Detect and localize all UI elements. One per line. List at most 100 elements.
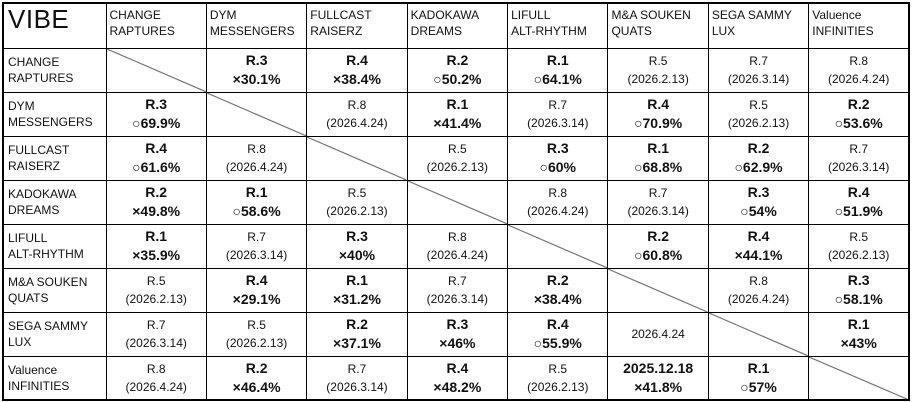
match-schedule-cell: R.7 (2026.3.14) xyxy=(105,311,207,357)
column-header-team: SEGA SAMMY LUX xyxy=(707,2,810,49)
round-date-label: R.5 xyxy=(849,230,869,244)
match-result-cell: R.4 ×44.1% xyxy=(707,223,810,269)
round-date-label: R.5 xyxy=(448,142,467,156)
round-label: R.3 xyxy=(446,316,469,332)
match-result-cell: R.1 ×43% xyxy=(808,311,910,357)
team-name-line: FULLCAST xyxy=(310,8,372,22)
score-label: ×44.1% xyxy=(734,247,783,263)
match-schedule-cell: R.5 (2026.2.13) xyxy=(306,179,408,225)
round-label: R.2 xyxy=(546,272,569,288)
match-schedule-cell: R.5 (2026.2.13) xyxy=(205,311,308,357)
round-date-label: 2026.4.24 xyxy=(631,326,685,341)
match-schedule-cell: R.8 (2026.4.24) xyxy=(406,223,509,269)
match-result-cell: R.3 ×46% xyxy=(406,311,509,357)
match-schedule-cell: R.7 (2026.3.14) xyxy=(808,135,910,181)
score-label: ○69.9% xyxy=(132,115,181,131)
match-result-cell: R.1 ×31.2% xyxy=(306,267,408,313)
score-label: ○64.1% xyxy=(533,71,582,87)
round-date-label: R.7 xyxy=(448,274,467,288)
date-label: (2026.2.13) xyxy=(125,292,187,306)
match-result-cell: R.2 ○62.9% xyxy=(707,135,810,181)
date-label: (2026.3.14) xyxy=(727,72,790,86)
diagonal-line xyxy=(207,93,306,136)
team-name-line: M&A SOUKEN xyxy=(8,275,88,289)
diagonal-line xyxy=(508,225,607,268)
round-label: R.1 xyxy=(346,272,368,288)
team-name-line: SEGA SAMMY xyxy=(711,8,792,22)
match-schedule-cell: R.5 (2026.2.13) xyxy=(808,223,910,269)
match-result-cell: R.3 ○69.9% xyxy=(105,91,207,137)
team-name-line: CHANGE xyxy=(8,55,60,69)
team-name-line: RAPTURES xyxy=(8,71,74,85)
round-label: R.4 xyxy=(245,272,268,288)
match-schedule-cell: R.5 (2026.2.13) xyxy=(607,47,709,93)
round-date-label: R.7 xyxy=(548,98,568,112)
diagonal-cell xyxy=(105,47,207,93)
match-result-cell: R.2 ×37.1% xyxy=(306,311,408,357)
match-schedule-cell: R.5 (2026.2.13) xyxy=(707,91,810,137)
score-label: ×43% xyxy=(840,335,877,351)
round-label: R.3 xyxy=(847,272,870,288)
round-date-label: R.7 xyxy=(347,361,367,376)
score-label: ×30.1% xyxy=(232,71,281,87)
team-name-line: RAISERZ xyxy=(310,24,363,38)
match-result-cell: R.4 ○55.9% xyxy=(507,311,609,357)
score-label: ○60% xyxy=(539,159,576,175)
round-label: R.3 xyxy=(346,228,368,244)
round-label: R.2 xyxy=(647,228,670,244)
match-schedule-cell: R.8 (2026.4.24) xyxy=(707,267,810,313)
score-label: ○57% xyxy=(740,378,777,395)
score-label: ×38.4% xyxy=(533,291,582,307)
score-label: ○70.9% xyxy=(634,115,683,131)
round-label: R.1 xyxy=(546,52,569,68)
score-label: ○53.6% xyxy=(834,115,883,131)
score-label: ○58.6% xyxy=(232,203,281,219)
round-date-label: R.5 xyxy=(247,318,266,332)
diagonal-line xyxy=(408,181,507,224)
team-name-line: KADOKAWA xyxy=(410,8,480,22)
round-label: R.1 xyxy=(145,228,168,244)
score-label: ○58.1% xyxy=(834,291,883,307)
match-result-cell: R.1 ×35.9% xyxy=(105,223,207,269)
column-header-team: LIFULL ALT-RHYTHM xyxy=(507,2,609,49)
round-date-label: R.8 xyxy=(347,98,367,112)
table-row: CHANGE RAPTURES R.3 ×30.1% R.4 ×38.4% R.2 ○50.2… xyxy=(2,47,910,93)
diagonal-cell xyxy=(205,91,308,137)
diagonal-line xyxy=(307,137,406,180)
date-label: (2026.4.24) xyxy=(727,292,790,306)
team-name-line: DREAMS xyxy=(8,203,60,217)
score-label: ×29.1% xyxy=(232,291,281,307)
round-date-label: R.7 xyxy=(849,142,869,156)
column-header-team: Valuence INFINITIES xyxy=(808,2,910,49)
score-label: ×46.4% xyxy=(232,378,281,395)
round-label: R.3 xyxy=(747,184,770,200)
round-label: R.2 xyxy=(446,52,469,68)
score-label: ○61.6% xyxy=(132,159,181,175)
team-name-line: FULLCAST xyxy=(8,143,70,157)
date-label: (2026.4.24) xyxy=(827,72,890,86)
team-name-line: LIFULL xyxy=(8,231,48,245)
score-label: ×40% xyxy=(338,247,376,263)
match-result-cell: R.4 ×38.4% xyxy=(306,47,408,93)
date-label: (2026.3.14) xyxy=(225,248,288,262)
date-label: (2026.3.14) xyxy=(527,116,589,130)
round-label: R.2 xyxy=(145,184,168,200)
match-result-cell: R.2 ○60.8% xyxy=(607,223,709,269)
match-result-cell: R.4 ○70.9% xyxy=(607,91,709,137)
round-label: R.4 xyxy=(747,228,770,244)
row-header-team: FULLCAST RAISERZ xyxy=(2,135,107,181)
row-header-team: KADOKAWA DREAMS xyxy=(2,179,107,225)
match-result-cell: R.2 ×49.8% xyxy=(105,179,207,225)
match-schedule-cell: R.8 (2026.4.24) xyxy=(105,355,207,401)
round-date-label: R.7 xyxy=(648,186,668,200)
match-schedule-cell: R.8 (2026.4.24) xyxy=(808,47,910,93)
round-date-label: R.8 xyxy=(247,142,266,156)
date-label: (2026.3.14) xyxy=(827,160,890,174)
match-result-cell: R.4 ×29.1% xyxy=(205,267,308,313)
team-name-line: ALT-RHYTHM xyxy=(8,247,84,261)
match-result-cell: R.1 ○57% xyxy=(707,355,810,401)
diagonal-cell xyxy=(808,355,910,401)
score-label: ○55.9% xyxy=(533,335,582,351)
date-label: (2026.2.13) xyxy=(627,72,689,86)
score-label: ○51.9% xyxy=(834,203,883,219)
